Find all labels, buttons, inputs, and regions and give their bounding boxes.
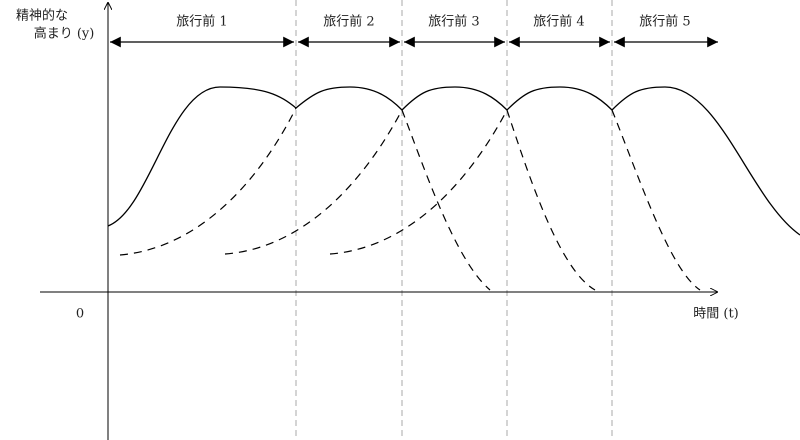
dashed-curve (611, 109, 701, 291)
dashed-curve (401, 109, 491, 291)
solid-curve (107, 86, 800, 236)
dashed-curve (506, 109, 596, 291)
origin-label: 0 (76, 307, 84, 322)
y-axis-label: 精神的な (16, 8, 68, 24)
phase-label: 旅行前 4 (533, 14, 584, 30)
phase-label: 旅行前 1 (176, 14, 227, 30)
dashed-curve (224, 109, 403, 255)
dashed-curves (119, 107, 701, 291)
dashed-curve (329, 109, 508, 255)
x-axis-label: 時間 (t) (693, 307, 739, 322)
y-axis-label: 高まり (y) (34, 26, 95, 42)
separators (295, 0, 613, 440)
phase-label: 旅行前 2 (323, 14, 374, 30)
phase-label: 旅行前 3 (428, 14, 479, 30)
phase-label: 旅行前 5 (639, 14, 690, 30)
dashed-curve (119, 107, 297, 256)
